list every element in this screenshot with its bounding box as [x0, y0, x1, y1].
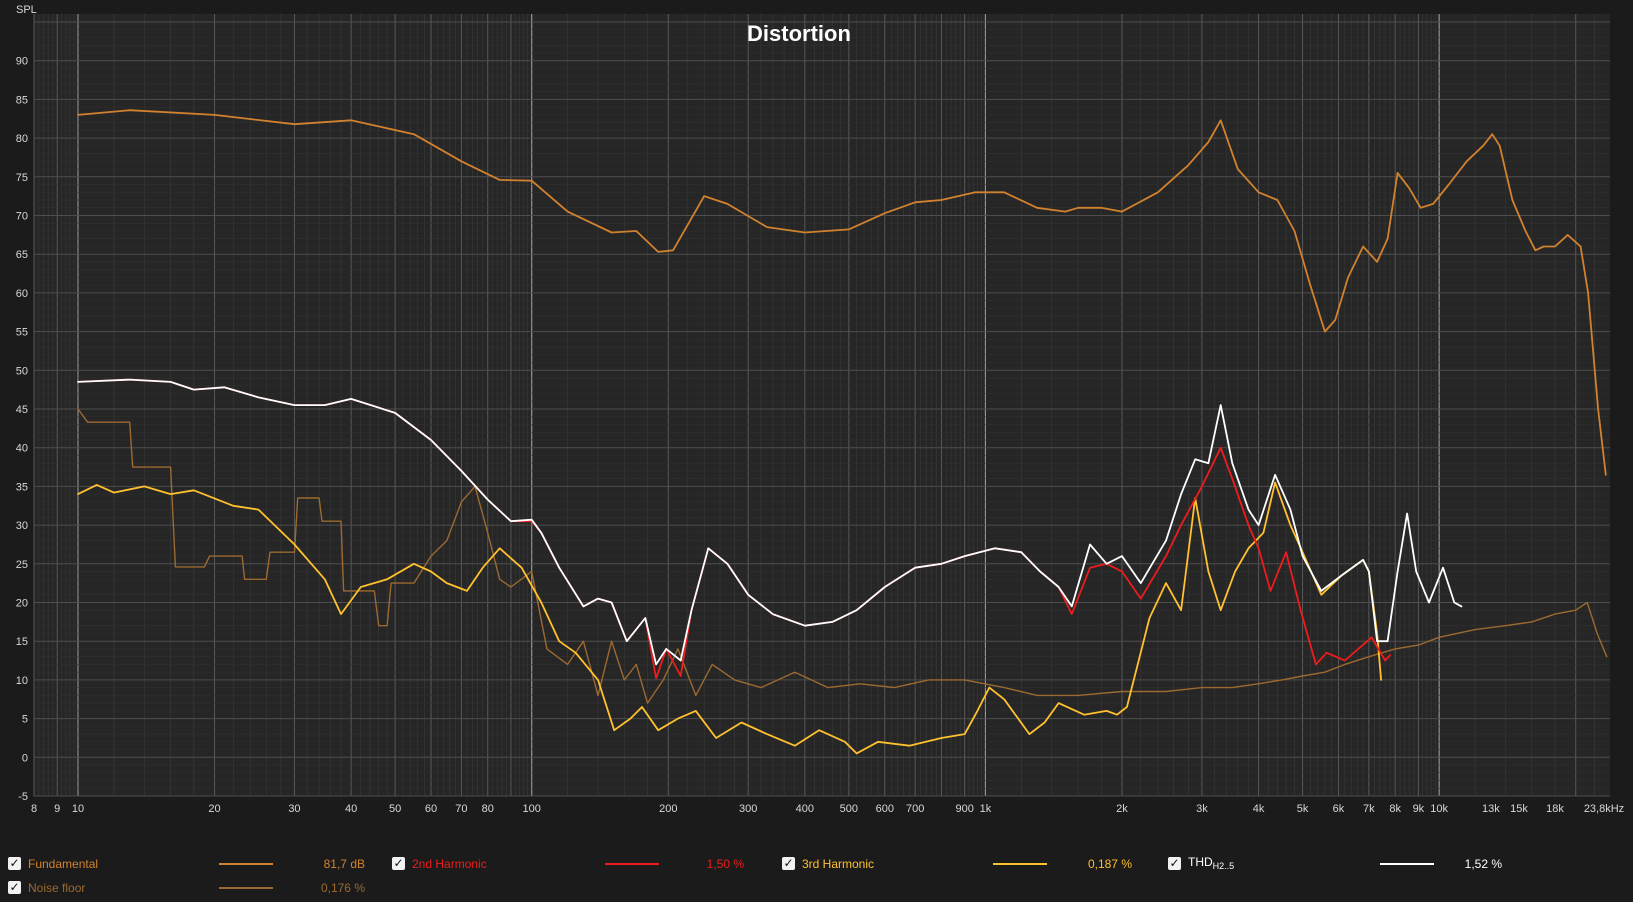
3rd-harmonic-label: 3rd Harmonic	[802, 857, 875, 871]
y-tick-label: 85	[16, 94, 28, 106]
fundamental-label: Fundamental	[28, 857, 99, 871]
y-tick-label: 5	[22, 714, 28, 726]
legend-item-noise-floor[interactable]: ✓ Noise floor 0,176 %	[8, 879, 378, 897]
x-tick-label: 50	[389, 803, 401, 815]
x-tick-label: 80	[482, 803, 494, 815]
2nd-harmonic-value: 1,50 %	[706, 857, 744, 871]
x-tick-label: 600	[876, 803, 894, 815]
x-tick-label: 200	[659, 803, 677, 815]
thd-checkbox[interactable]: ✓	[1168, 856, 1181, 870]
noise-floor-value: 0,176 %	[320, 881, 365, 895]
legend-item-fundamental[interactable]: ✓ Fundamental 81,7 dB	[8, 855, 378, 873]
y-tick-label: 30	[16, 520, 28, 532]
fundamental-checkbox[interactable]: ✓	[8, 856, 21, 870]
x-tick-label: 15k	[1510, 803, 1528, 815]
x-tick-label: 40	[345, 803, 357, 815]
y-axis-label: SPL	[16, 4, 37, 16]
thd-swatch	[1380, 863, 1434, 865]
y-tick-label: 55	[16, 327, 28, 339]
x-tick-label: 500	[840, 803, 858, 815]
y-tick-label: 15	[16, 636, 28, 648]
series-group	[77, 109, 1608, 755]
y-tick-label: 75	[16, 172, 28, 184]
y-tick-label: 0	[22, 752, 28, 764]
x-tick-label: 300	[739, 803, 757, 815]
y-tick-label: 90	[16, 56, 28, 68]
plot-background	[34, 14, 1610, 796]
fundamental-swatch	[219, 863, 273, 865]
y-tick-label: 25	[16, 559, 28, 571]
series-line-fundamental	[77, 109, 1607, 476]
noise-floor-label: Noise floor	[28, 881, 86, 895]
x-tick-label: 5k	[1297, 803, 1309, 815]
x-tick-label: 700	[906, 803, 924, 815]
legend: ✓ Fundamental 81,7 dB ✓ 2nd Harmonic 1,5…	[0, 848, 1633, 902]
x-tick-label: 8	[31, 803, 37, 815]
series-line-noise-floor	[77, 408, 1608, 704]
2nd-harmonic-checkbox[interactable]: ✓	[392, 856, 405, 870]
legend-item-2nd-harmonic[interactable]: ✓ 2nd Harmonic 1,50 %	[392, 855, 762, 873]
3rd-harmonic-value: 0,187 %	[1087, 857, 1132, 871]
x-tick-label: 400	[796, 803, 814, 815]
x-tick-label: 8k	[1389, 803, 1401, 815]
x-tick-label: 900	[955, 803, 973, 815]
legend-item-thd[interactable]: ✓ THDH2..5 1,52 %	[1168, 853, 1538, 871]
x-tick-label: 1k	[980, 803, 992, 815]
x-tick-label: 7k	[1363, 803, 1375, 815]
y-tick-label: 20	[16, 598, 28, 610]
thd-value: 1,52 %	[1464, 857, 1502, 871]
y-tick-label: 80	[16, 133, 28, 145]
2nd-harmonic-label: 2nd Harmonic	[412, 857, 487, 871]
thd-label: THDH2..5	[1188, 853, 1234, 872]
x-tick-label: 100	[523, 803, 541, 815]
x-tick-label: 6k	[1333, 803, 1345, 815]
x-tick-label: 9k	[1413, 803, 1425, 815]
x-tick-label: 30	[288, 803, 300, 815]
series-line-thd	[77, 378, 1463, 666]
x-tick-label: 4k	[1253, 803, 1265, 815]
x-tick-label: 70	[455, 803, 467, 815]
2nd-harmonic-swatch	[605, 863, 659, 865]
legend-item-3rd-harmonic[interactable]: ✓ 3rd Harmonic 0,187 %	[782, 855, 1152, 873]
x-tick-label: 3k	[1196, 803, 1208, 815]
y-tick-label: 50	[16, 365, 28, 377]
y-tick-label: 10	[16, 675, 28, 687]
x-tick-label: 20	[208, 803, 220, 815]
y-tick-label: 60	[16, 288, 28, 300]
x-tick-label: 60	[425, 803, 437, 815]
thd-label-subscript: H2..5	[1212, 861, 1235, 871]
noise-floor-swatch	[219, 887, 273, 889]
fundamental-value: 81,7 dB	[323, 857, 365, 871]
3rd-harmonic-swatch	[993, 863, 1047, 865]
thd-label-main: THD	[1188, 855, 1213, 869]
x-tick-label: 18k	[1546, 803, 1564, 815]
y-tick-label: 40	[16, 443, 28, 455]
y-tick-label: 35	[16, 481, 28, 493]
3rd-harmonic-checkbox[interactable]: ✓	[782, 856, 795, 870]
x-tick-label: 23,8kHz	[1584, 803, 1624, 815]
x-tick-label: 13k	[1482, 803, 1500, 815]
y-tick-label: 70	[16, 211, 28, 223]
y-tick-label: 45	[16, 404, 28, 416]
noise-floor-checkbox[interactable]: ✓	[8, 880, 21, 894]
x-tick-label: 2k	[1116, 803, 1128, 815]
grid	[33, 14, 1610, 797]
series-line-3rd-harmonic	[77, 481, 1382, 755]
chart-title: Distortion	[747, 21, 851, 46]
y-tick-label: 65	[16, 249, 28, 261]
x-tick-label: 10k	[1430, 803, 1448, 815]
x-tick-label: 9	[54, 803, 60, 815]
x-tick-label: 10	[72, 803, 84, 815]
y-tick-label: -5	[18, 791, 28, 803]
